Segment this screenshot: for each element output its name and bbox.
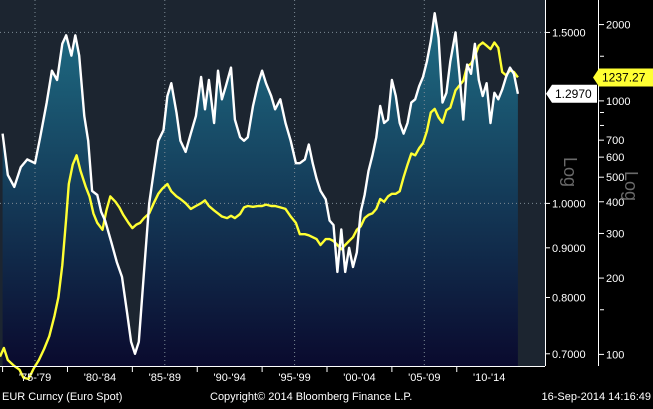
eur-last-value-label: 1.2970	[555, 87, 592, 101]
x-tick-label: '00-'04	[343, 372, 375, 384]
x-tick-label: '75-'79	[19, 372, 51, 384]
value-badges: 1237.27 1.2970	[546, 68, 653, 103]
right-scale-label: Log	[621, 171, 641, 201]
footer-timestamp: 16-Sep-2014 14:16:49	[542, 391, 651, 403]
x-tick-label: '05-'09	[408, 372, 440, 384]
left-scale-tick-label: 0.9000	[552, 243, 586, 255]
x-tick-label: '95-'99	[278, 372, 310, 384]
left-scale-tick-label: 1.0000	[552, 198, 586, 210]
grid-layer	[0, 0, 545, 366]
footer-security-label: EUR Curncy (Euro Spot)	[2, 391, 122, 403]
x-tick-label: '85-'89	[149, 372, 181, 384]
area-layer	[2, 13, 518, 366]
left-scale-tick-label: 0.7000	[552, 349, 586, 361]
right-scale-tick-label: 600	[606, 152, 624, 164]
x-tick-label: '80-'84	[84, 372, 116, 384]
right-scale-tick-label: 300	[606, 228, 624, 240]
right-scale-tick-label: 400	[606, 197, 624, 209]
footer-copyright: Copyright© 2014 Bloomberg Finance L.P.	[210, 391, 412, 403]
left-scale-label: Log	[560, 157, 580, 187]
eur-area-fill	[2, 13, 518, 366]
yellow-last-value-badge	[593, 68, 653, 87]
right-scale-tick-label: 2000	[606, 20, 630, 32]
right-scale-tick-label: 200	[606, 273, 624, 285]
x-tick-label: '10-'14	[473, 372, 505, 384]
series-layer	[0, 12, 520, 381]
eur-series-line	[1, 12, 520, 355]
left-scale-tick-label: 0.8000	[552, 292, 586, 304]
left-scale-tick-label: 1.5000	[552, 27, 586, 39]
right-scale-tick-label: 500	[606, 172, 624, 184]
right-scale-tick-label: 100	[606, 349, 624, 361]
bottom-axis: '75-'79 '80-'84 '85-'89 '90-'94 '95-'99 '00-'…	[0, 366, 545, 384]
right-axis: 1.5000 1.0000 0.9000 0.8000 0.7000 2000 1000 70…	[545, 0, 630, 366]
yellow-last-value-label: 1237.27	[602, 70, 646, 84]
x-tick-label: '90-'94	[214, 372, 246, 384]
yellow-series-line	[0, 41, 519, 381]
footer-bar	[0, 386, 653, 404]
eur-last-value-badge	[546, 84, 597, 103]
right-scale-tick-label: 1000	[606, 96, 630, 108]
right-scale-tick-label: 700	[606, 135, 624, 147]
